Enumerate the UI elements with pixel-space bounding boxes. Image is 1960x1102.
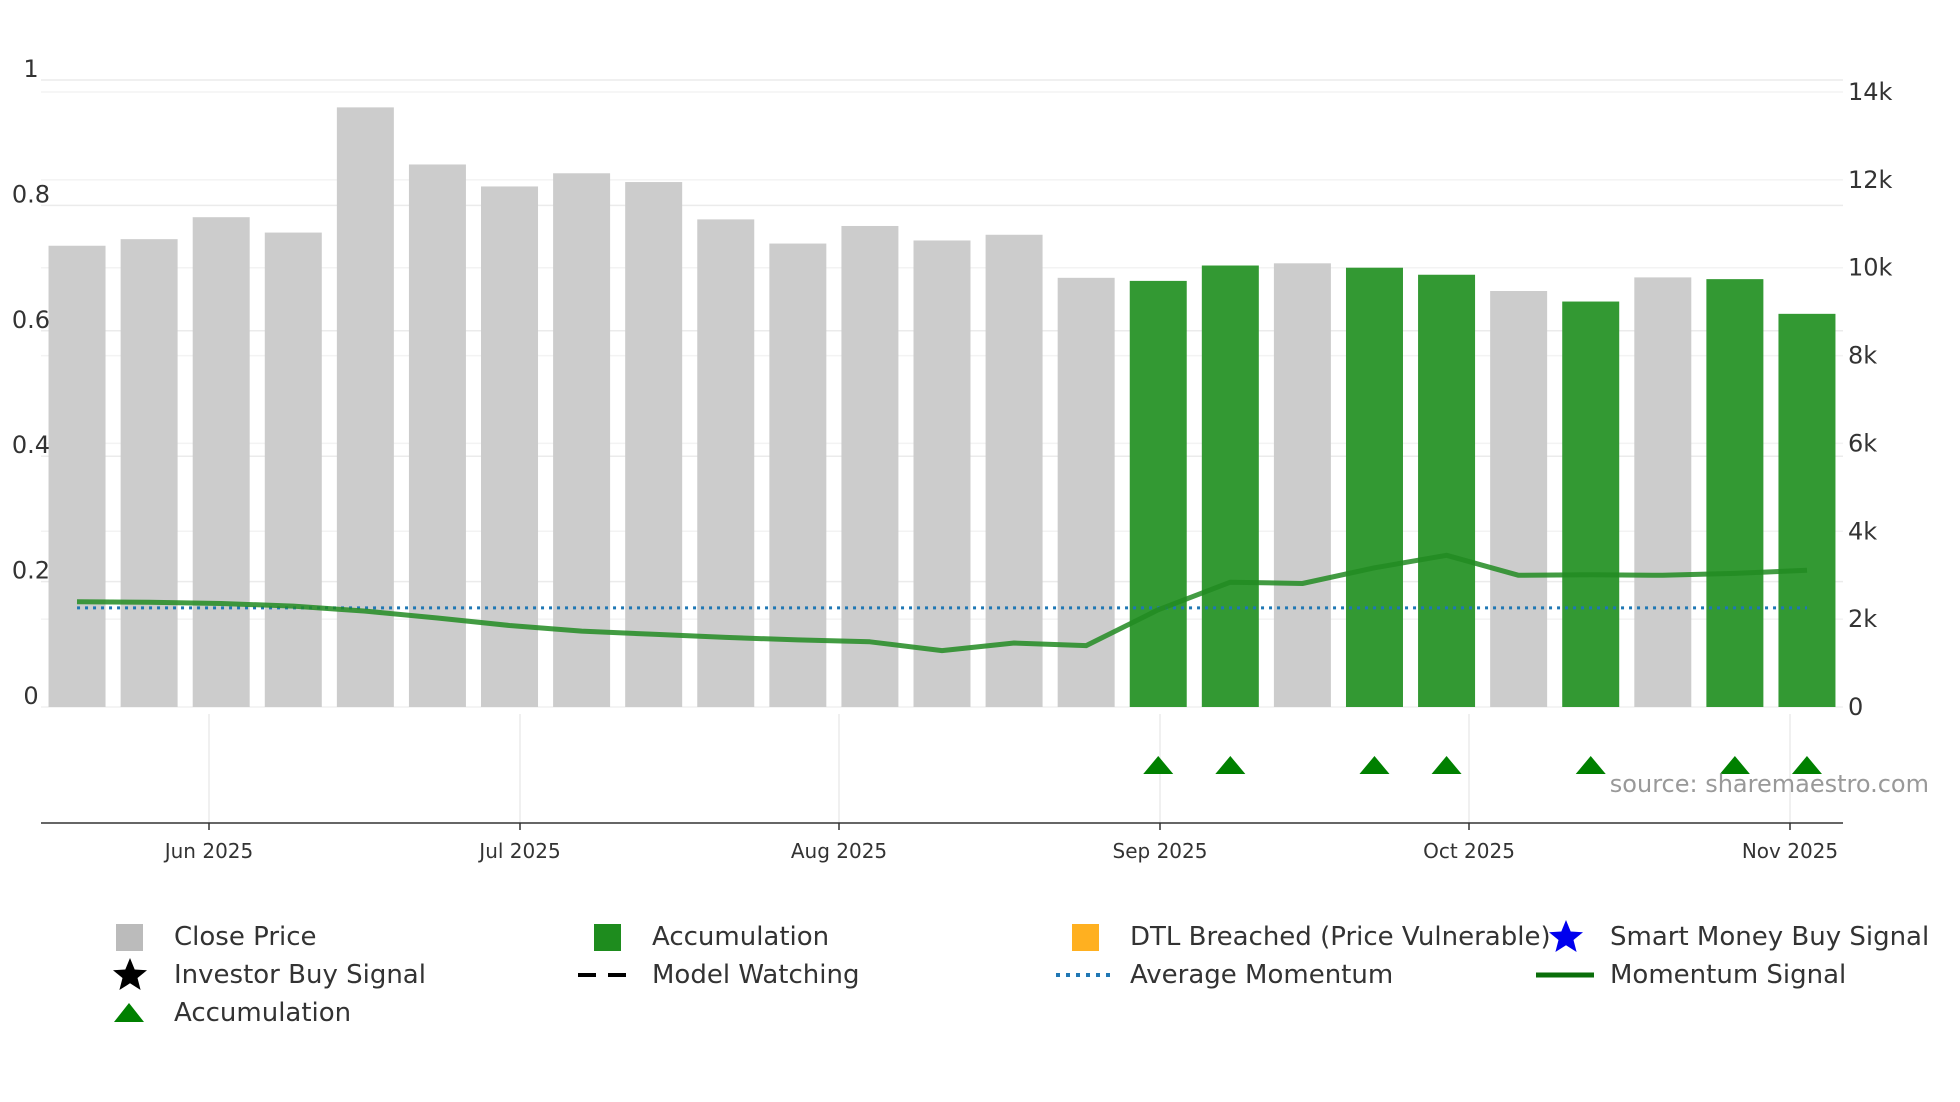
left-axis-tick: 0.6 (12, 306, 50, 334)
square-swatch-icon (594, 924, 621, 951)
legend-label: Smart Money Buy Signal (1610, 922, 1930, 952)
legend-item: Accumulation (578, 920, 829, 954)
momentum-signal-line (76, 552, 1808, 654)
price-bars (48, 107, 1836, 708)
legend-label: Model Watching (652, 960, 860, 990)
legend-item: Momentum Signal (1536, 958, 1846, 992)
x-axis-tick: Jul 2025 (477, 839, 560, 863)
chart: 0 0.2 0.4 0.6 0.8 1 0 2k 4k 6k 8k 10k 12k 14k Jun 20… (12, 55, 1929, 863)
legend-label: Momentum Signal (1610, 960, 1847, 990)
left-y-axis: 0 0.2 0.4 0.6 0.8 1 (12, 55, 50, 710)
close-price-bar (625, 182, 683, 707)
close-price-bar (769, 243, 827, 707)
legend-item: Average Momentum (1056, 958, 1393, 992)
signal-panel: Jun 2025 Jul 2025 Aug 2025 Sep 2025 Oct 2025… (41, 714, 1929, 863)
close-price-bar (1273, 263, 1331, 707)
left-axis-tick: 0 (23, 682, 38, 710)
close-price-bar (48, 245, 106, 707)
right-axis-tick: 10k (1848, 254, 1893, 282)
accumulation-triangle (1431, 756, 1462, 774)
solid-line-icon (1536, 972, 1594, 978)
legend-label: Close Price (174, 922, 317, 952)
accumulation-bar (1778, 313, 1836, 707)
legend-item: DTL Breached (Price Vulnerable) (1056, 920, 1551, 954)
close-price-bar (985, 234, 1043, 707)
momentum-lines (76, 552, 1808, 654)
legend-label: Average Momentum (1130, 960, 1394, 990)
right-axis-tick: 14k (1848, 78, 1893, 106)
dotted-line-icon (1056, 973, 1114, 977)
accumulation-triangle (1791, 756, 1822, 774)
x-axis-tick: Oct 2025 (1423, 839, 1515, 863)
close-price-bar (913, 240, 971, 707)
accumulation-triangle (1359, 756, 1390, 774)
close-price-bar (120, 239, 178, 708)
legend: Close Price Accumulation DTL Breached (Pri… (100, 920, 1960, 1040)
legend-item: Smart Money Buy Signal (1536, 920, 1929, 954)
star-marker-icon (113, 958, 147, 990)
right-axis-tick: 6k (1848, 429, 1877, 457)
legend-item: Close Price (100, 920, 317, 954)
signal-panel-grid (208, 714, 1791, 823)
x-axis: Jun 2025 Jul 2025 Aug 2025 Sep 2025 Oct 2025… (163, 823, 1838, 863)
accumulation-bar (1418, 274, 1476, 707)
dashed-line-icon (578, 973, 636, 977)
source-label: source: sharemaestro.com (1610, 770, 1929, 798)
accumulation-bar (1345, 267, 1403, 707)
legend-label: Accumulation (174, 998, 352, 1028)
right-axis-tick: 0 (1848, 693, 1863, 721)
x-axis-tick: Aug 2025 (791, 839, 887, 863)
close-price-bar (481, 186, 539, 708)
close-price-bar (1490, 290, 1548, 707)
legend-label: DTL Breached (Price Vulnerable) (1130, 922, 1551, 952)
right-y-axis: 0 2k 4k 6k 8k 10k 12k 14k (1848, 78, 1893, 721)
left-axis-tick: 1 (23, 55, 38, 83)
square-swatch-icon (116, 924, 143, 951)
right-axis-tick: 4k (1848, 517, 1877, 545)
right-axis-tick: 8k (1848, 342, 1877, 370)
accumulation-bar (1129, 280, 1187, 707)
close-price-bar (553, 173, 611, 708)
close-price-bar (1634, 277, 1692, 707)
right-axis-tick: 12k (1848, 166, 1893, 194)
accumulation-triangle (1143, 756, 1174, 774)
accumulation-bar (1201, 265, 1259, 707)
legend-label: Investor Buy Signal (174, 960, 426, 990)
close-price-bar (697, 219, 755, 707)
accumulation-triangle (1719, 756, 1750, 774)
close-price-bar (841, 225, 899, 707)
left-axis-tick: 0.2 (12, 557, 50, 585)
legend-item: Model Watching (578, 958, 859, 992)
x-axis-tick: Nov 2025 (1742, 839, 1838, 863)
x-axis-tick: Jun 2025 (163, 839, 254, 863)
close-price-bar (192, 217, 250, 708)
left-axis-tick: 0.4 (12, 431, 50, 459)
close-price-bar (336, 107, 394, 707)
triangle-marker-icon (114, 1003, 144, 1022)
left-axis-tick: 0.8 (12, 180, 50, 208)
accumulation-bar (1562, 301, 1620, 707)
legend-item: Accumulation (100, 996, 351, 1030)
accumulation-triangle (1215, 756, 1246, 774)
accumulation-bar (1706, 279, 1764, 707)
star-marker-icon (1549, 920, 1583, 952)
x-axis-tick: Sep 2025 (1113, 839, 1208, 863)
accumulation-triangle (1575, 756, 1606, 774)
legend-label: Accumulation (652, 922, 830, 952)
accumulation-triangles (1143, 756, 1822, 774)
legend-item: Investor Buy Signal (100, 958, 426, 992)
right-axis-tick: 2k (1848, 605, 1877, 633)
close-price-bar (408, 164, 466, 707)
close-price-bar (264, 232, 322, 708)
square-swatch-icon (1072, 924, 1099, 951)
